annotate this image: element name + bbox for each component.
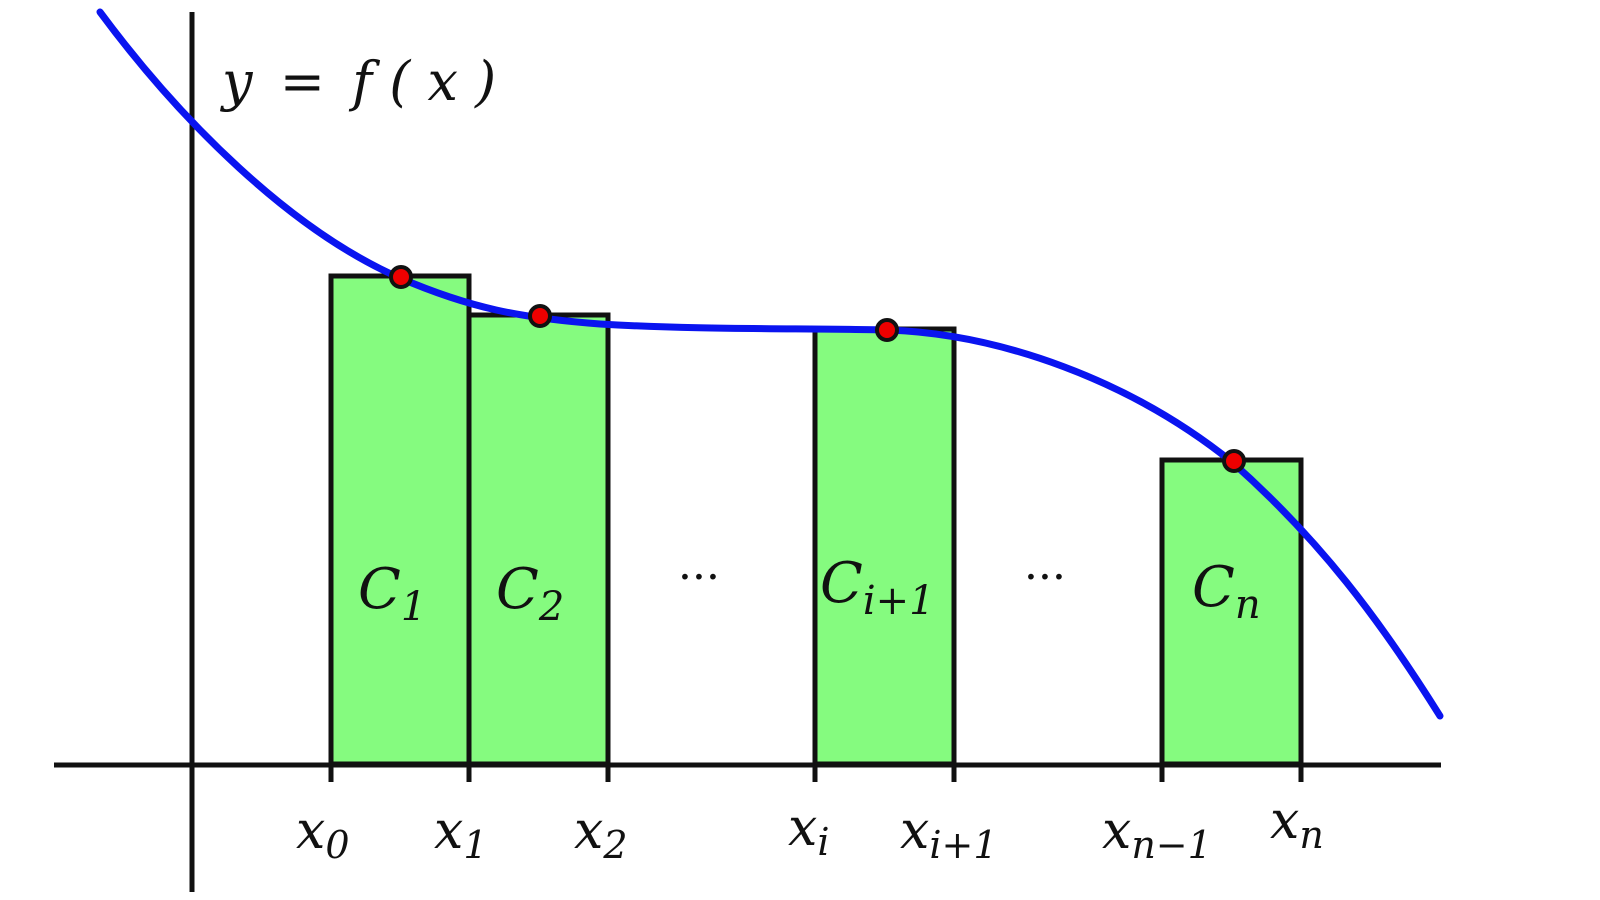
tick-label-xn1: xn−1 — [1102, 801, 1212, 867]
tick-label-xi1: xi+1 — [900, 801, 998, 867]
rectangle-c1 — [328, 273, 472, 767]
label-c1: C1 — [358, 557, 426, 630]
label-c2: C2 — [496, 557, 564, 630]
curve-label: y = f ( x ) — [220, 50, 496, 113]
rectangle-ci1 — [812, 326, 957, 767]
function-curve — [96, 8, 1444, 720]
rectangle-c2 — [466, 312, 611, 767]
rectangles — [328, 273, 1304, 767]
sample-points — [389, 265, 1246, 473]
ellipsis-right: ··· — [1024, 552, 1066, 603]
sample-point-cn — [1222, 449, 1246, 473]
sample-point-c2 — [528, 304, 552, 328]
rectangle-labels: C1 C2 Ci+1 Cn — [358, 551, 1261, 630]
axes — [54, 12, 1441, 892]
tick-label-xn: xn — [1270, 791, 1324, 857]
tick-label-x2: x2 — [574, 801, 628, 867]
sample-point-c1 — [389, 265, 413, 289]
tick-label-x1: x1 — [434, 801, 488, 867]
label-cn: Cn — [1192, 555, 1261, 628]
tick-label-x0: x0 — [296, 801, 350, 867]
tick-label-xi: xi — [788, 798, 829, 864]
sample-point-ci1 — [875, 318, 899, 342]
x-ticks — [328, 765, 1304, 782]
rectangle-cn — [1159, 457, 1304, 767]
tick-labels: x0 x1 x2 xi xi+1 xn−1 xn — [296, 791, 1324, 867]
label-ci1: Ci+1 — [820, 551, 935, 624]
ellipsis-left: ··· — [678, 552, 720, 603]
